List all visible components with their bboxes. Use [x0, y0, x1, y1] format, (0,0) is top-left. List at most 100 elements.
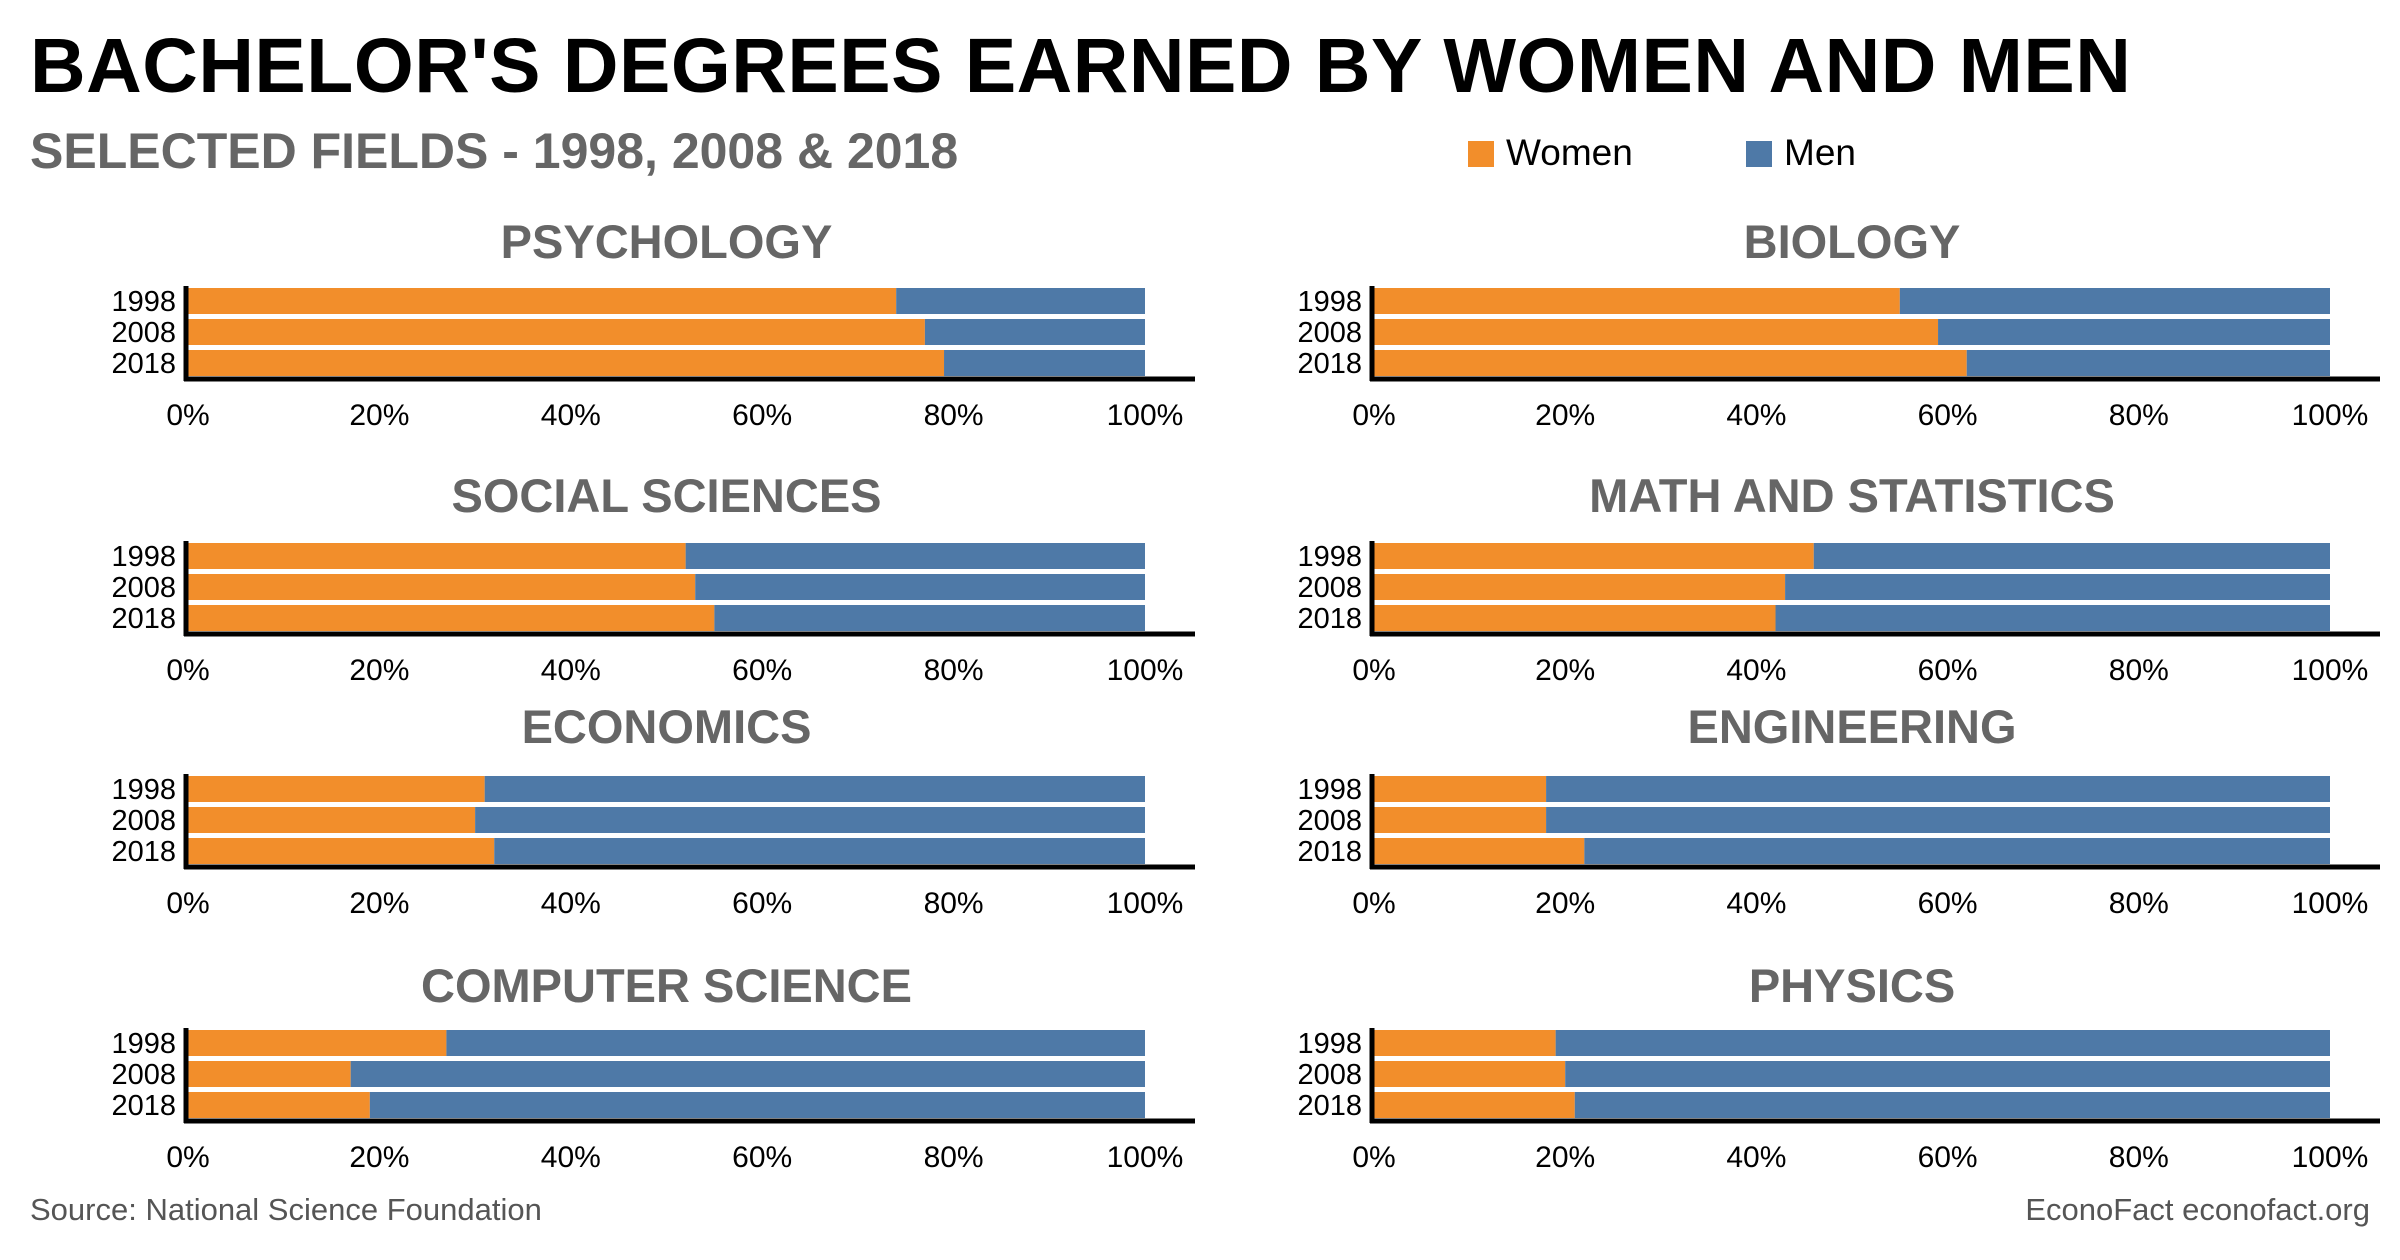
x-tick-label: 100%	[1107, 399, 1184, 432]
bar-men-1998	[1555, 1030, 2330, 1056]
bar-men-1998	[484, 776, 1145, 802]
bar-men-1998	[1813, 543, 2330, 569]
x-tick-label: 60%	[732, 399, 792, 432]
x-tick-label: 40%	[1726, 1141, 1786, 1174]
x-tick-label: 0%	[1352, 887, 1395, 920]
x-tick-label: 20%	[1535, 399, 1595, 432]
category-label-2008: 2008	[1297, 1059, 1362, 1091]
source-note: Source: National Science Foundation	[30, 1192, 542, 1227]
bar-women-2008	[188, 574, 696, 600]
category-label-2008: 2008	[1297, 805, 1362, 837]
category-label-2008: 2008	[111, 572, 176, 604]
page-title: BACHELOR'S DEGREES EARNED BY WOMEN AND M…	[30, 23, 2132, 109]
x-tick-label: 60%	[1918, 399, 1978, 432]
bar-men-2018	[494, 838, 1145, 864]
bar-women-2018	[188, 1092, 370, 1118]
x-tick-label: 20%	[349, 399, 409, 432]
bar-women-2008	[1374, 807, 1547, 833]
bar-women-1998	[1374, 776, 1547, 802]
category-label-2008: 2008	[111, 1059, 176, 1091]
panel-title-psychology: PSYCHOLOGY	[501, 215, 833, 268]
category-label-2018: 2018	[1297, 836, 1362, 868]
bar-women-2018	[1374, 838, 1585, 864]
bar-men-2008	[350, 1061, 1145, 1087]
x-tick-label: 20%	[349, 887, 409, 920]
bar-men-2018	[714, 605, 1145, 631]
x-tick-label: 20%	[1535, 1141, 1595, 1174]
x-tick-label: 80%	[924, 654, 984, 687]
x-tick-label: 80%	[924, 399, 984, 432]
bar-men-2018	[1966, 350, 2330, 376]
x-tick-label: 100%	[1107, 1141, 1184, 1174]
bar-men-1998	[896, 288, 1145, 314]
legend-label-men: Men	[1784, 132, 1856, 173]
bar-men-2008	[475, 807, 1146, 833]
page-subtitle: SELECTED FIELDS - 1998, 2008 & 2018	[30, 123, 959, 179]
category-label-2018: 2018	[111, 348, 176, 380]
bar-women-2018	[188, 605, 715, 631]
x-tick-label: 60%	[732, 654, 792, 687]
x-tick-label: 0%	[166, 654, 209, 687]
category-label-1998: 1998	[1297, 541, 1362, 573]
bar-women-2018	[188, 838, 495, 864]
panel-title-biology: BIOLOGY	[1744, 215, 1961, 268]
x-tick-label: 0%	[1352, 654, 1395, 687]
bar-men-1998	[1899, 288, 2330, 314]
bar-men-1998	[1546, 776, 2330, 802]
x-tick-label: 80%	[2109, 1141, 2169, 1174]
category-label-1998: 1998	[1297, 286, 1362, 318]
bar-women-2008	[188, 807, 476, 833]
x-tick-label: 80%	[924, 1141, 984, 1174]
x-tick-label: 0%	[166, 1141, 209, 1174]
bar-men-2008	[695, 574, 1145, 600]
legend-label-women: Women	[1506, 132, 1633, 173]
x-tick-label: 80%	[2109, 399, 2169, 432]
category-label-2018: 2018	[1297, 603, 1362, 635]
category-label-1998: 1998	[1297, 1028, 1362, 1060]
panel-title-computer-science: COMPUTER SCIENCE	[421, 959, 912, 1012]
bar-women-2008	[1374, 574, 1786, 600]
panel-title-math-and-statistics: MATH AND STATISTICS	[1589, 469, 2115, 522]
bar-men-2008	[1565, 1061, 2330, 1087]
bar-men-1998	[685, 543, 1145, 569]
bar-women-1998	[188, 543, 686, 569]
x-tick-label: 100%	[2292, 654, 2369, 687]
x-tick-label: 100%	[2292, 1141, 2369, 1174]
x-tick-label: 80%	[2109, 887, 2169, 920]
category-label-2008: 2008	[1297, 317, 1362, 349]
panel-title-physics: PHYSICS	[1749, 959, 1955, 1012]
bar-men-2008	[1785, 574, 2330, 600]
bar-women-2008	[188, 319, 925, 345]
bar-women-1998	[1374, 543, 1814, 569]
bar-women-1998	[188, 288, 897, 314]
category-label-2018: 2018	[111, 1090, 176, 1122]
panel-title-engineering: ENGINEERING	[1687, 700, 2016, 753]
category-label-1998: 1998	[1297, 774, 1362, 806]
x-tick-label: 20%	[1535, 654, 1595, 687]
bar-women-2018	[1374, 350, 1967, 376]
bar-men-2018	[944, 350, 1145, 376]
x-tick-label: 40%	[541, 654, 601, 687]
category-label-1998: 1998	[111, 774, 176, 806]
x-tick-label: 100%	[2292, 399, 2369, 432]
x-tick-label: 40%	[541, 887, 601, 920]
category-label-1998: 1998	[111, 541, 176, 573]
bar-women-1998	[188, 776, 485, 802]
x-tick-label: 0%	[166, 399, 209, 432]
x-tick-label: 20%	[1535, 887, 1595, 920]
x-tick-label: 100%	[1107, 654, 1184, 687]
x-tick-label: 60%	[1918, 654, 1978, 687]
credit-note: EconoFact econofact.org	[2025, 1192, 2370, 1227]
bar-women-1998	[1374, 1030, 1556, 1056]
x-tick-label: 0%	[1352, 1141, 1395, 1174]
bar-men-2018	[369, 1092, 1146, 1118]
x-tick-label: 80%	[2109, 654, 2169, 687]
x-tick-label: 40%	[1726, 654, 1786, 687]
